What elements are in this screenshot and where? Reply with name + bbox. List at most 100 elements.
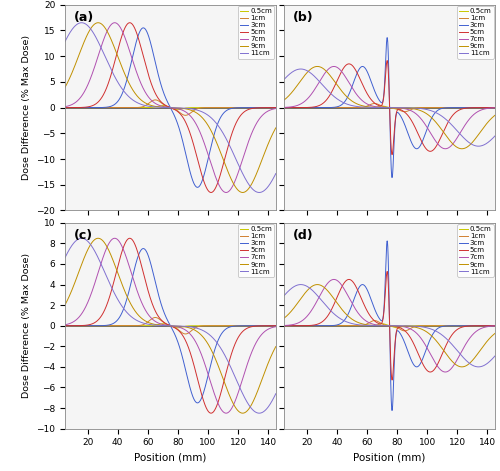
9cm (267, 357, 273, 362)
3cm (384, 241, 390, 247)
1cm (152, 315, 158, 320)
1cm (159, 318, 165, 324)
0.5cm (273, 323, 279, 329)
5cm (281, 105, 287, 110)
3cm (164, 99, 170, 105)
5cm (378, 321, 384, 326)
1cm (164, 104, 170, 110)
7cm (164, 105, 170, 110)
0.5cm (273, 105, 279, 110)
7cm (112, 20, 117, 25)
Line: 9cm: 9cm (284, 284, 495, 367)
7cm (159, 104, 165, 109)
1cm (267, 105, 273, 110)
Line: 11cm: 11cm (65, 23, 276, 193)
3cm (73, 323, 79, 329)
5cm (486, 105, 492, 110)
1cm (62, 323, 68, 329)
5cm (486, 323, 492, 329)
11cm (267, 181, 273, 187)
1cm (281, 105, 287, 110)
7cm (378, 323, 384, 328)
3cm (73, 105, 79, 110)
3cm (140, 25, 146, 31)
0.5cm (73, 105, 79, 110)
1cm (486, 323, 492, 329)
5cm (281, 323, 287, 329)
1cm (378, 321, 384, 326)
5cm (126, 20, 132, 25)
5cm (389, 152, 395, 157)
Line: 5cm: 5cm (284, 271, 495, 380)
Line: 0.5cm: 0.5cm (284, 106, 495, 109)
9cm (159, 105, 165, 110)
Y-axis label: Dose Difference (% Max Dose): Dose Difference (% Max Dose) (22, 253, 30, 398)
1cm (448, 105, 454, 110)
Line: 1cm: 1cm (284, 321, 495, 331)
3cm (140, 246, 146, 252)
11cm (378, 323, 384, 328)
3cm (486, 323, 492, 329)
7cm (273, 324, 279, 330)
1cm (159, 101, 165, 106)
9cm (292, 86, 298, 91)
11cm (256, 410, 262, 416)
11cm (298, 66, 304, 72)
9cm (492, 113, 498, 118)
9cm (267, 137, 273, 143)
0.5cm (281, 105, 287, 110)
9cm (448, 357, 454, 362)
3cm (384, 35, 390, 41)
5cm (486, 105, 492, 110)
11cm (492, 133, 498, 139)
5cm (492, 323, 498, 329)
5cm (492, 105, 498, 110)
5cm (384, 59, 390, 65)
Line: 7cm: 7cm (284, 279, 495, 372)
7cm (448, 144, 454, 149)
7cm (281, 323, 287, 328)
1cm (267, 105, 273, 110)
7cm (492, 323, 498, 329)
3cm (448, 105, 454, 111)
5cm (292, 323, 298, 329)
0.5cm (62, 323, 68, 329)
3cm (486, 323, 492, 329)
Text: (b): (b) (292, 11, 314, 24)
7cm (292, 321, 298, 327)
11cm (164, 323, 170, 328)
9cm (95, 20, 101, 25)
3cm (292, 323, 298, 329)
0.5cm (267, 323, 273, 329)
Text: (a): (a) (74, 11, 94, 24)
0.5cm (159, 321, 165, 326)
0.5cm (486, 105, 492, 110)
7cm (267, 325, 273, 331)
9cm (159, 323, 165, 328)
11cm (448, 121, 454, 126)
9cm (486, 336, 492, 342)
9cm (73, 61, 79, 66)
1cm (164, 322, 170, 328)
3cm (486, 105, 492, 110)
9cm (273, 125, 279, 130)
0.5cm (62, 105, 68, 110)
7cm (164, 323, 170, 328)
7cm (292, 103, 298, 109)
11cm (476, 143, 482, 149)
1cm (152, 97, 158, 103)
7cm (486, 324, 492, 329)
3cm (273, 105, 279, 110)
11cm (378, 105, 384, 110)
7cm (112, 236, 117, 241)
1cm (486, 105, 492, 110)
11cm (73, 23, 79, 28)
3cm (62, 105, 68, 110)
Line: 1cm: 1cm (65, 100, 276, 115)
0.5cm (159, 103, 165, 108)
5cm (267, 323, 273, 329)
Line: 5cm: 5cm (65, 23, 276, 193)
5cm (228, 133, 234, 138)
Line: 5cm: 5cm (65, 238, 276, 413)
3cm (164, 317, 170, 323)
